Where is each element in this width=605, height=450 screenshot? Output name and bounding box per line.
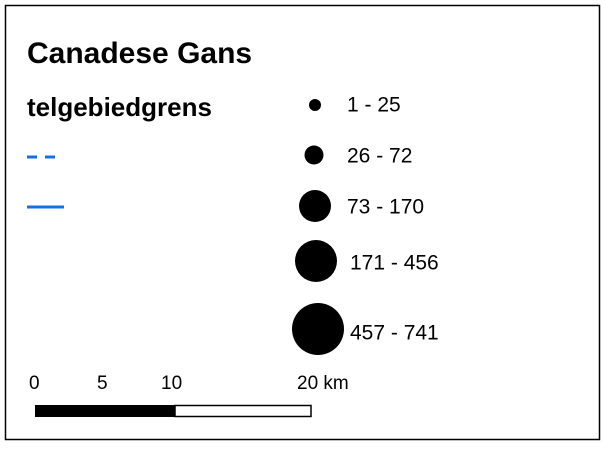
legend-frame (4, 4, 601, 441)
scalebar-black (35, 405, 175, 417)
scale-label: 10 (161, 373, 182, 394)
class-label: 457 - 741 (350, 322, 439, 345)
class-symbol (292, 303, 344, 355)
legend-subtitle: telgebiedgrens (27, 92, 212, 122)
class-label: 26 - 72 (347, 145, 412, 168)
class-label: 171 - 456 (350, 252, 439, 275)
scale-label: 20 km (297, 373, 349, 394)
class-symbol (299, 190, 331, 222)
scale-label: 5 (97, 373, 108, 394)
class-symbol (304, 145, 324, 165)
class-symbol (295, 240, 337, 282)
class-label: 73 - 170 (347, 196, 424, 219)
scale-label: 0 (29, 373, 40, 394)
class-symbol (309, 99, 321, 111)
legend-title: Canadese Gans (27, 37, 252, 70)
scalebar-white (174, 404, 312, 418)
class-label: 1 - 25 (347, 94, 401, 117)
